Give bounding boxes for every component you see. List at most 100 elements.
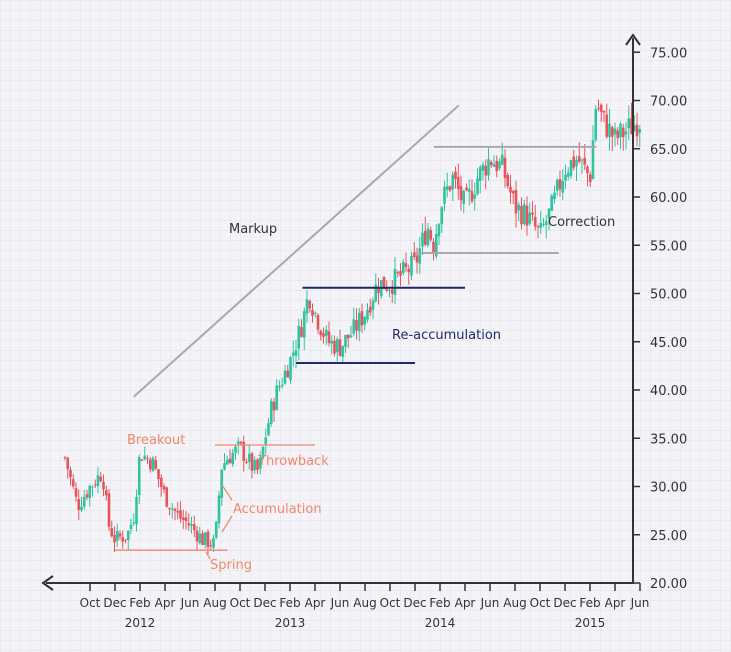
candle-body: [313, 312, 317, 314]
candle-body: [69, 469, 72, 478]
candle-body: [467, 189, 471, 193]
candle-body: [129, 524, 133, 530]
candle-body: [135, 497, 138, 525]
x-year-label: 2013: [275, 616, 306, 630]
candle-body: [74, 488, 78, 497]
candle-body: [478, 167, 482, 182]
accumulation-pointer-up: [221, 484, 233, 501]
candle-body: [591, 140, 595, 180]
candle-body: [201, 533, 204, 545]
candle-body: [159, 477, 163, 487]
candle-body: [278, 386, 281, 388]
annotation-breakout: Breakout: [127, 433, 185, 448]
candle-body: [594, 109, 598, 140]
levels-group: [115, 104, 597, 551]
candle-body: [157, 469, 160, 480]
candle-body: [203, 532, 207, 545]
x-tick-label: Feb: [129, 596, 150, 610]
y-tick-label: 75.00: [650, 46, 687, 61]
candle-body: [459, 186, 463, 201]
y-tick-label: 65.00: [650, 143, 687, 158]
candle-body: [360, 311, 364, 326]
candle-body: [583, 157, 587, 165]
candle-body: [179, 510, 182, 519]
candle-body: [209, 545, 213, 547]
candle-body: [187, 523, 191, 526]
candle-body: [429, 230, 433, 240]
candle-body: [580, 159, 584, 161]
candle-body: [80, 506, 83, 511]
candle-body: [619, 123, 622, 138]
candle-body: [195, 530, 199, 542]
x-year-label: 2014: [425, 616, 456, 630]
candle-body: [357, 312, 361, 332]
candle-body: [481, 164, 485, 171]
candle-body: [124, 539, 127, 541]
candle-body: [440, 207, 444, 225]
candle-body: [258, 457, 262, 469]
candle-body: [503, 157, 507, 178]
candle-body: [85, 494, 89, 498]
candle-body: [564, 174, 567, 181]
candle-body: [489, 162, 493, 166]
candle-body: [495, 160, 499, 172]
candle-body: [316, 315, 320, 330]
candle-body: [511, 191, 515, 194]
candle-body: [341, 345, 345, 358]
candle-body: [176, 511, 180, 513]
candle-body: [517, 204, 521, 211]
candle-body: [627, 118, 631, 129]
candle-body: [344, 334, 347, 347]
x-year-label: 2015: [575, 616, 606, 630]
candle-body: [412, 252, 416, 257]
candle-body: [575, 159, 578, 166]
candle-body: [88, 485, 92, 499]
x-axis-arrow-icon: [41, 575, 54, 591]
candle-body: [555, 179, 559, 191]
candle-body: [454, 171, 457, 179]
candle-body: [382, 276, 386, 289]
candle-body: [302, 311, 306, 338]
y-tick-label: 40.00: [650, 384, 687, 399]
y-tick-label: 25.00: [650, 529, 687, 544]
candle-body: [272, 401, 276, 411]
candle-body: [539, 222, 543, 228]
candle-body: [415, 255, 419, 263]
annotations: Markup Breakout Throwback Accumulation S…: [127, 215, 615, 573]
candle-body: [269, 401, 273, 424]
candle-body: [437, 224, 441, 237]
x-tick-label: Dec: [553, 596, 576, 610]
candle-body: [498, 161, 501, 169]
x-tick-label: Aug: [353, 596, 376, 610]
candle-body: [170, 508, 174, 510]
x-year-label: 2012: [125, 616, 156, 630]
candle-body: [388, 289, 391, 291]
candle-body: [426, 228, 430, 246]
spring-pointer: [205, 551, 211, 560]
candle-body: [569, 160, 573, 176]
candle-body: [621, 127, 625, 138]
candle-body: [291, 352, 295, 356]
annotation-correction: Correction: [548, 215, 615, 230]
candle-body: [143, 455, 147, 460]
candle-body: [190, 524, 193, 526]
candle-body: [377, 287, 380, 293]
candle-body: [520, 205, 523, 225]
y-tick-label: 20.00: [650, 577, 687, 592]
candle-body: [346, 334, 350, 339]
y-tick-label: 45.00: [650, 336, 687, 351]
candle-body: [451, 174, 455, 190]
candle-body: [423, 230, 427, 245]
candle-body: [561, 181, 565, 193]
x-tick-label: Jun: [480, 596, 500, 610]
accumulation-pointer-down: [221, 515, 233, 533]
candle-body: [638, 129, 642, 133]
candle-body: [280, 384, 284, 387]
candle-body: [462, 190, 466, 204]
candle-body: [390, 289, 394, 294]
x-tick-label: Apr: [305, 596, 326, 610]
candle-body: [509, 186, 512, 193]
candle-body: [577, 156, 581, 162]
candle-body: [572, 156, 576, 168]
